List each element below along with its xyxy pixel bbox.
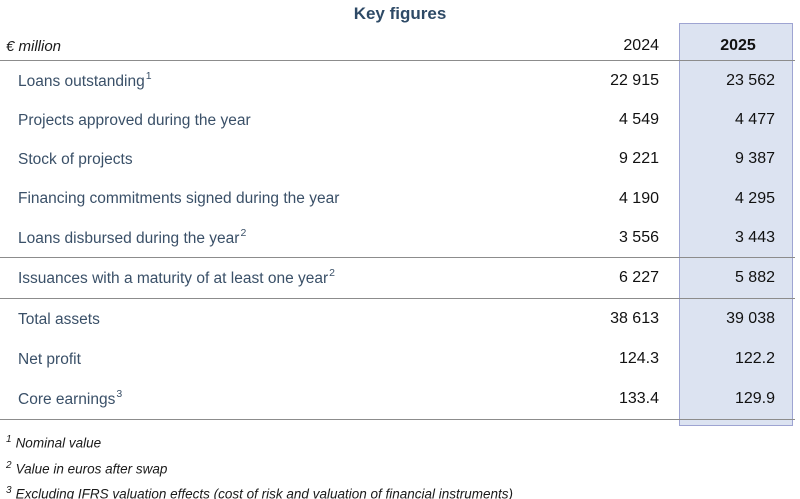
table-row: Projects approved during the year 4 549 … [0,100,795,139]
footnote-text: Value in euros after swap [15,461,168,477]
footnote: 3 Excluding IFRS valuation effects (cost … [6,480,800,499]
row-label: Financing commitments signed during the … [18,190,340,208]
footnote-text: Excluding IFRS valuation effects (cost o… [15,486,514,499]
page-title: Key figures [353,4,447,23]
row-label: Loans disbursed during the year2 [18,226,247,247]
footnote: 1 Nominal value [6,429,800,455]
row-label: Total assets [18,310,100,328]
footnotes: 1 Nominal value 2 Value in euros after swa… [0,420,800,499]
value-2024: 4 549 [618,110,659,128]
value-2025: 39 038 [726,309,775,327]
table-row: Total assets 38 613 39 038 [0,299,795,339]
footnote-number: 3 [6,485,12,497]
value-2024: 4 190 [618,189,659,207]
value-2025: 122.2 [734,350,775,368]
value-2024: 38 613 [610,309,659,327]
table-header-row: € million 2024 2025 [0,30,795,61]
footnote-ref: 1 [145,69,152,82]
column-header-2025: 2025 [720,37,756,54]
value-2025: 9 387 [734,150,775,168]
value-2025: 5 882 [734,269,775,287]
value-2024: 3 556 [618,228,659,246]
value-2024: 9 221 [618,150,659,168]
value-2024: 6 227 [618,269,659,287]
value-2025: 23 562 [726,71,775,89]
table-section-results: Total assets 38 613 39 038 Net profit 12… [0,299,795,421]
table-row: Loans outstanding1 22 915 23 562 [0,61,795,100]
table-row: Net profit 124.3 122.2 [0,339,795,379]
value-2024: 133.4 [618,390,659,408]
value-2024: 124.3 [618,350,659,368]
table-row: Loans disbursed during the year2 3 556 3… [0,218,795,257]
footnote-number: 1 [6,434,12,446]
table-section-lending: Loans outstanding1 22 915 23 562 Project… [0,61,795,259]
value-2025: 4 295 [734,189,775,207]
footnote-ref: 3 [116,388,123,401]
row-label: Issuances with a maturity of at least on… [18,267,335,288]
footnote-text: Nominal value [15,435,102,451]
value-2025: 3 443 [734,228,775,246]
highlight-column-2025 [679,23,793,426]
row-label: Loans outstanding1 [18,69,152,90]
footnote: 2 Value in euros after swap [6,455,800,481]
table-row: Core earnings3 133.4 129.9 [0,379,795,419]
row-label: Net profit [18,351,81,369]
row-label: Stock of projects [18,151,133,169]
column-header-2024: 2024 [623,37,659,54]
value-2025: 129.9 [734,390,775,408]
table-row: Stock of projects 9 221 9 387 [0,140,795,179]
row-label: Projects approved during the year [18,112,251,130]
unit-label: € million [6,38,62,55]
footnote-number: 2 [6,459,12,471]
row-label: Core earnings3 [18,388,123,409]
table-section-issuances: Issuances with a maturity of at least on… [0,258,795,299]
table-row: Financing commitments signed during the … [0,179,795,218]
footnote-ref: 2 [329,267,335,280]
footnote-ref: 2 [240,226,247,239]
table-row: Issuances with a maturity of at least on… [0,258,795,297]
value-2025: 4 477 [734,110,775,128]
value-2024: 22 915 [610,71,659,89]
